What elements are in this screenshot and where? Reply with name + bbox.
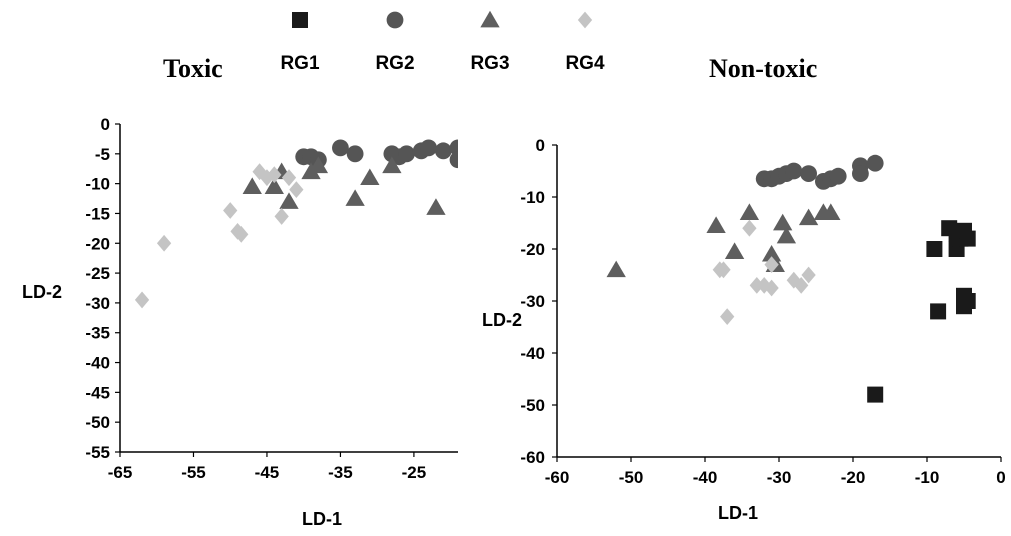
y-tick-label: -25: [85, 264, 110, 283]
point-rg4: [281, 169, 297, 187]
point-rg3: [382, 156, 402, 174]
point-rg2: [332, 139, 349, 157]
legend: RG1 RG2 RG3 RG4: [280, 10, 605, 74]
y-tick-label: -30: [520, 292, 545, 311]
point-rg3: [776, 226, 797, 244]
point-rg2: [785, 162, 803, 180]
y-tick-label: -10: [520, 188, 545, 207]
legend-label-rg3: RG3: [470, 53, 509, 74]
point-rg4: [223, 202, 238, 219]
x-tick-label: -35: [328, 463, 353, 482]
y-tick-label: 0: [101, 115, 110, 134]
point-rg4: [259, 169, 275, 187]
point-rg3: [360, 168, 380, 186]
non-toxic-panel-title: Non-toxic: [709, 54, 818, 83]
point-rg3: [773, 213, 793, 231]
point-rg4: [134, 291, 150, 309]
x-tick-label: -30: [767, 468, 792, 487]
y-tick-label: -60: [520, 448, 545, 467]
y-tick-label: -45: [85, 383, 110, 402]
point-rg3: [821, 203, 841, 220]
y-axis-label: LD-2: [22, 282, 62, 302]
x-tick-label: -25: [402, 463, 427, 482]
point-rg4: [716, 261, 731, 279]
point-rg3: [798, 208, 819, 226]
point-rg4: [267, 166, 282, 184]
y-tick-label: -30: [85, 294, 110, 313]
y-tick-label: -55: [85, 443, 110, 462]
legend-marker-rg1: [292, 12, 308, 28]
y-tick-label: -20: [85, 234, 110, 253]
x-tick-label: -20: [841, 468, 866, 487]
point-rg2: [398, 145, 415, 163]
point-rg1: [959, 230, 976, 247]
chart-1: 0 -10 -20 -30 -40 -50 -60-60 -50 -40 -30 -20 -10 0 LD…: [482, 136, 1006, 523]
x-tick-label: -60: [545, 468, 570, 487]
legend-marker-rg4: [577, 11, 593, 29]
point-rg1: [926, 241, 943, 257]
point-rg2: [829, 167, 847, 185]
point-rg4: [794, 277, 809, 294]
point-rg3: [242, 177, 262, 194]
y-tick-label: -35: [85, 324, 110, 343]
point-rg2: [420, 139, 438, 157]
point-rg3: [279, 192, 299, 209]
point-rg4: [289, 181, 304, 198]
point-rg4: [801, 266, 816, 284]
point-rg2: [800, 165, 817, 183]
point-rg3: [308, 156, 329, 174]
y-tick-label: -50: [520, 396, 545, 415]
x-tick-label: -45: [255, 463, 280, 482]
x-tick-label: -55: [181, 463, 206, 482]
legend-label-rg2: RG2: [375, 53, 414, 74]
point-rg4: [764, 279, 779, 297]
point-rg4: [156, 234, 172, 252]
y-tick-label: 0: [536, 136, 545, 155]
point-rg3: [345, 189, 365, 206]
x-tick-label: -50: [619, 468, 644, 487]
point-rg4: [749, 277, 764, 294]
chart-0: 0-5-10-15-20-25-30-35-40-45-50-55-65 -55-…: [22, 115, 458, 529]
point-rg3: [739, 203, 760, 220]
y-tick-label: -50: [85, 413, 110, 432]
x-axis-label: LD-1: [718, 503, 758, 523]
point-rg1: [867, 386, 884, 403]
y-tick-label: -20: [520, 240, 545, 259]
point-rg2: [346, 145, 364, 163]
legend-label-rg4: RG4: [565, 53, 605, 74]
x-axis-label: LD-1: [302, 509, 342, 529]
point-rg2: [449, 151, 458, 169]
x-tick-label: -10: [915, 468, 940, 487]
y-tick-label: -5: [95, 145, 110, 164]
legend-marker-rg2: [386, 11, 404, 29]
point-rg4: [720, 308, 735, 325]
point-rg2: [434, 142, 452, 160]
y-tick-label: -15: [85, 204, 110, 223]
x-tick-label: -40: [693, 468, 718, 487]
y-tick-label: -10: [85, 175, 110, 194]
y-tick-label: -40: [520, 344, 545, 363]
point-rg3: [724, 242, 745, 259]
legend-marker-rg3: [480, 10, 500, 28]
point-rg3: [706, 216, 726, 233]
legend-label-rg1: RG1: [280, 53, 320, 74]
x-tick-label: -65: [108, 463, 133, 482]
point-rg3: [426, 198, 446, 215]
point-rg2: [866, 154, 884, 172]
toxic-panel-title: Toxic: [163, 54, 223, 83]
point-rg2: [852, 165, 869, 183]
point-rg3: [264, 177, 284, 194]
point-rg4: [742, 219, 757, 237]
point-rg1: [930, 303, 947, 320]
point-rg4: [234, 225, 249, 243]
point-rg3: [606, 260, 626, 278]
point-rg4: [764, 256, 779, 273]
y-axis-label: LD-2: [482, 310, 522, 330]
x-tick-label: 0: [996, 468, 1005, 487]
y-tick-label: -40: [85, 354, 110, 373]
point-rg1: [959, 293, 976, 309]
point-rg4: [274, 208, 289, 225]
